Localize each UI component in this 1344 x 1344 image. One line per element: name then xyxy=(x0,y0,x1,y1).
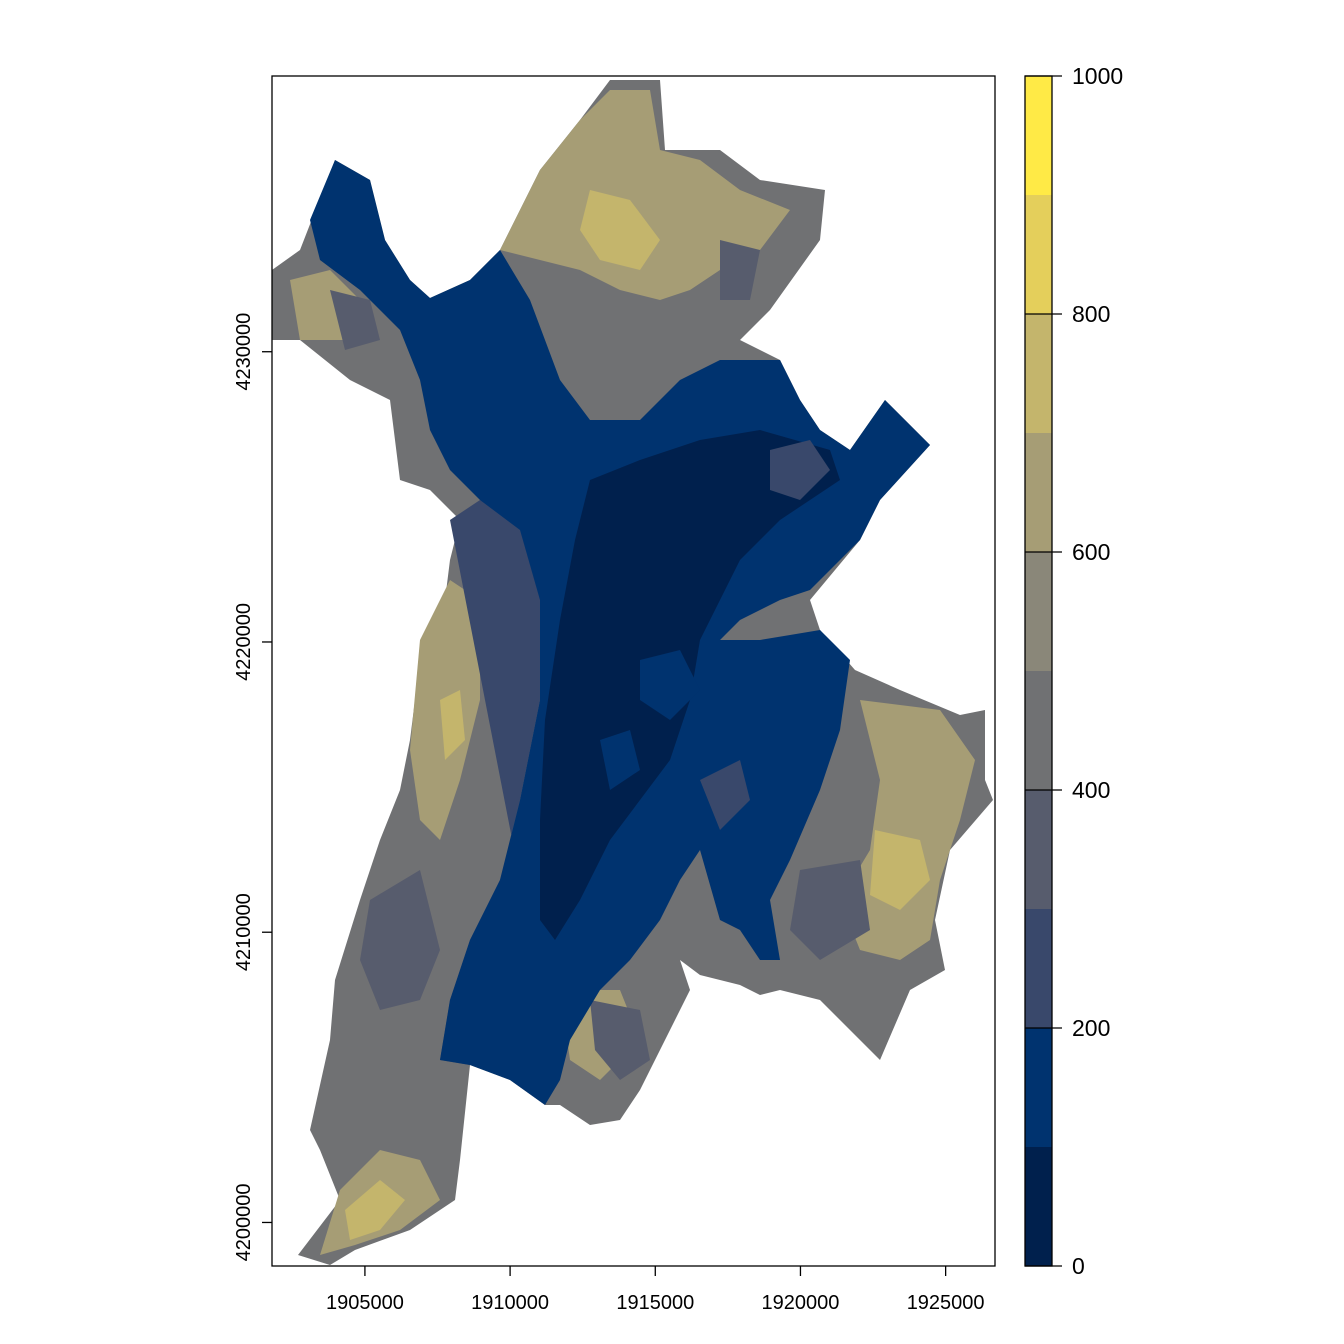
legend-swatch xyxy=(1025,314,1052,433)
x-tick-label: 1920000 xyxy=(762,1292,840,1314)
raster-zone-peaks xyxy=(345,190,930,1240)
x-tick-label: 1910000 xyxy=(471,1292,549,1314)
color-legend: 0 200 400 600 800 1000 xyxy=(1024,63,1123,1279)
y-tick-label: 4230000 xyxy=(233,313,255,391)
raster-zone-foothill xyxy=(440,500,560,1065)
legend-swatch xyxy=(1025,790,1052,909)
x-tick-label: 1905000 xyxy=(326,1292,404,1314)
legend-swatch xyxy=(1025,433,1052,552)
legend-tick-label: 800 xyxy=(1072,301,1110,327)
legend-swatch xyxy=(1025,1147,1052,1266)
raster-zone-ridges xyxy=(600,650,700,790)
legend-tick-label: 1000 xyxy=(1072,63,1123,89)
y-tick-label: 4200000 xyxy=(233,1184,255,1262)
y-tick-label: 4210000 xyxy=(233,893,255,971)
legend-swatch xyxy=(1025,552,1052,671)
y-axis: 4200000 4210000 4220000 4230000 xyxy=(233,313,272,1262)
legend-swatch xyxy=(1025,671,1052,790)
plot-frame xyxy=(271,75,996,1267)
legend-tick-label: 200 xyxy=(1072,1015,1110,1041)
legend-tick-label: 400 xyxy=(1072,777,1110,803)
elevation-raster xyxy=(272,80,993,1265)
raster-zone-basin-islands xyxy=(700,440,830,830)
legend-swatch xyxy=(1025,909,1052,1028)
x-axis: 1905000 1910000 1915000 1920000 1925000 xyxy=(326,1266,985,1314)
x-tick-label: 1925000 xyxy=(907,1292,985,1314)
y-tick-label: 4220000 xyxy=(233,603,255,681)
legend-swatch xyxy=(1025,195,1052,314)
legend-swatch xyxy=(1025,1028,1052,1147)
x-tick-label: 1915000 xyxy=(616,1292,694,1314)
legend-swatch xyxy=(1025,76,1052,195)
raster-zone-slope xyxy=(330,240,870,1080)
legend-tick-label: 600 xyxy=(1072,539,1110,565)
legend-tick-label: 0 xyxy=(1072,1253,1085,1279)
